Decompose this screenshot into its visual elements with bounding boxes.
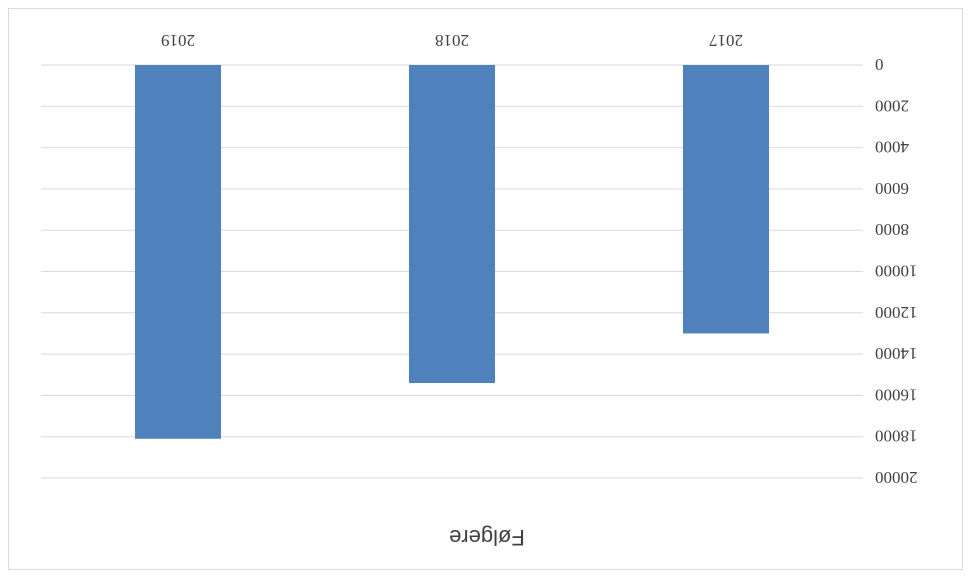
x-tick-label: 2019 (161, 31, 195, 50)
y-tick-label: 8000 (875, 220, 909, 239)
y-tick-label: 2000 (875, 96, 909, 115)
y-tick-label: 16000 (875, 385, 918, 404)
y-tick-label: 10000 (875, 262, 918, 281)
y-tick-label: 6000 (875, 179, 909, 198)
bars (135, 65, 769, 439)
x-tick-label: 2017 (709, 31, 744, 50)
x-tick-label: 2018 (435, 31, 469, 50)
y-tick-label: 20000 (875, 468, 918, 487)
y-tick-label: 18000 (875, 427, 918, 446)
bar-2018 (409, 65, 495, 384)
y-axis-ticks: 0 2000 4000 6000 8000 10000 12000 14000 16000 180… (875, 55, 918, 487)
bar-2017 (683, 65, 769, 334)
y-tick-label: 4000 (875, 138, 909, 157)
y-tick-label: 0 (875, 55, 884, 74)
x-axis-ticks: 2017 2018 2019 (161, 31, 743, 50)
y-tick-label: 14000 (875, 344, 918, 363)
y-tick-label: 12000 (875, 303, 918, 322)
bar-2019 (135, 65, 221, 439)
chart-title: Følgere (449, 525, 525, 550)
